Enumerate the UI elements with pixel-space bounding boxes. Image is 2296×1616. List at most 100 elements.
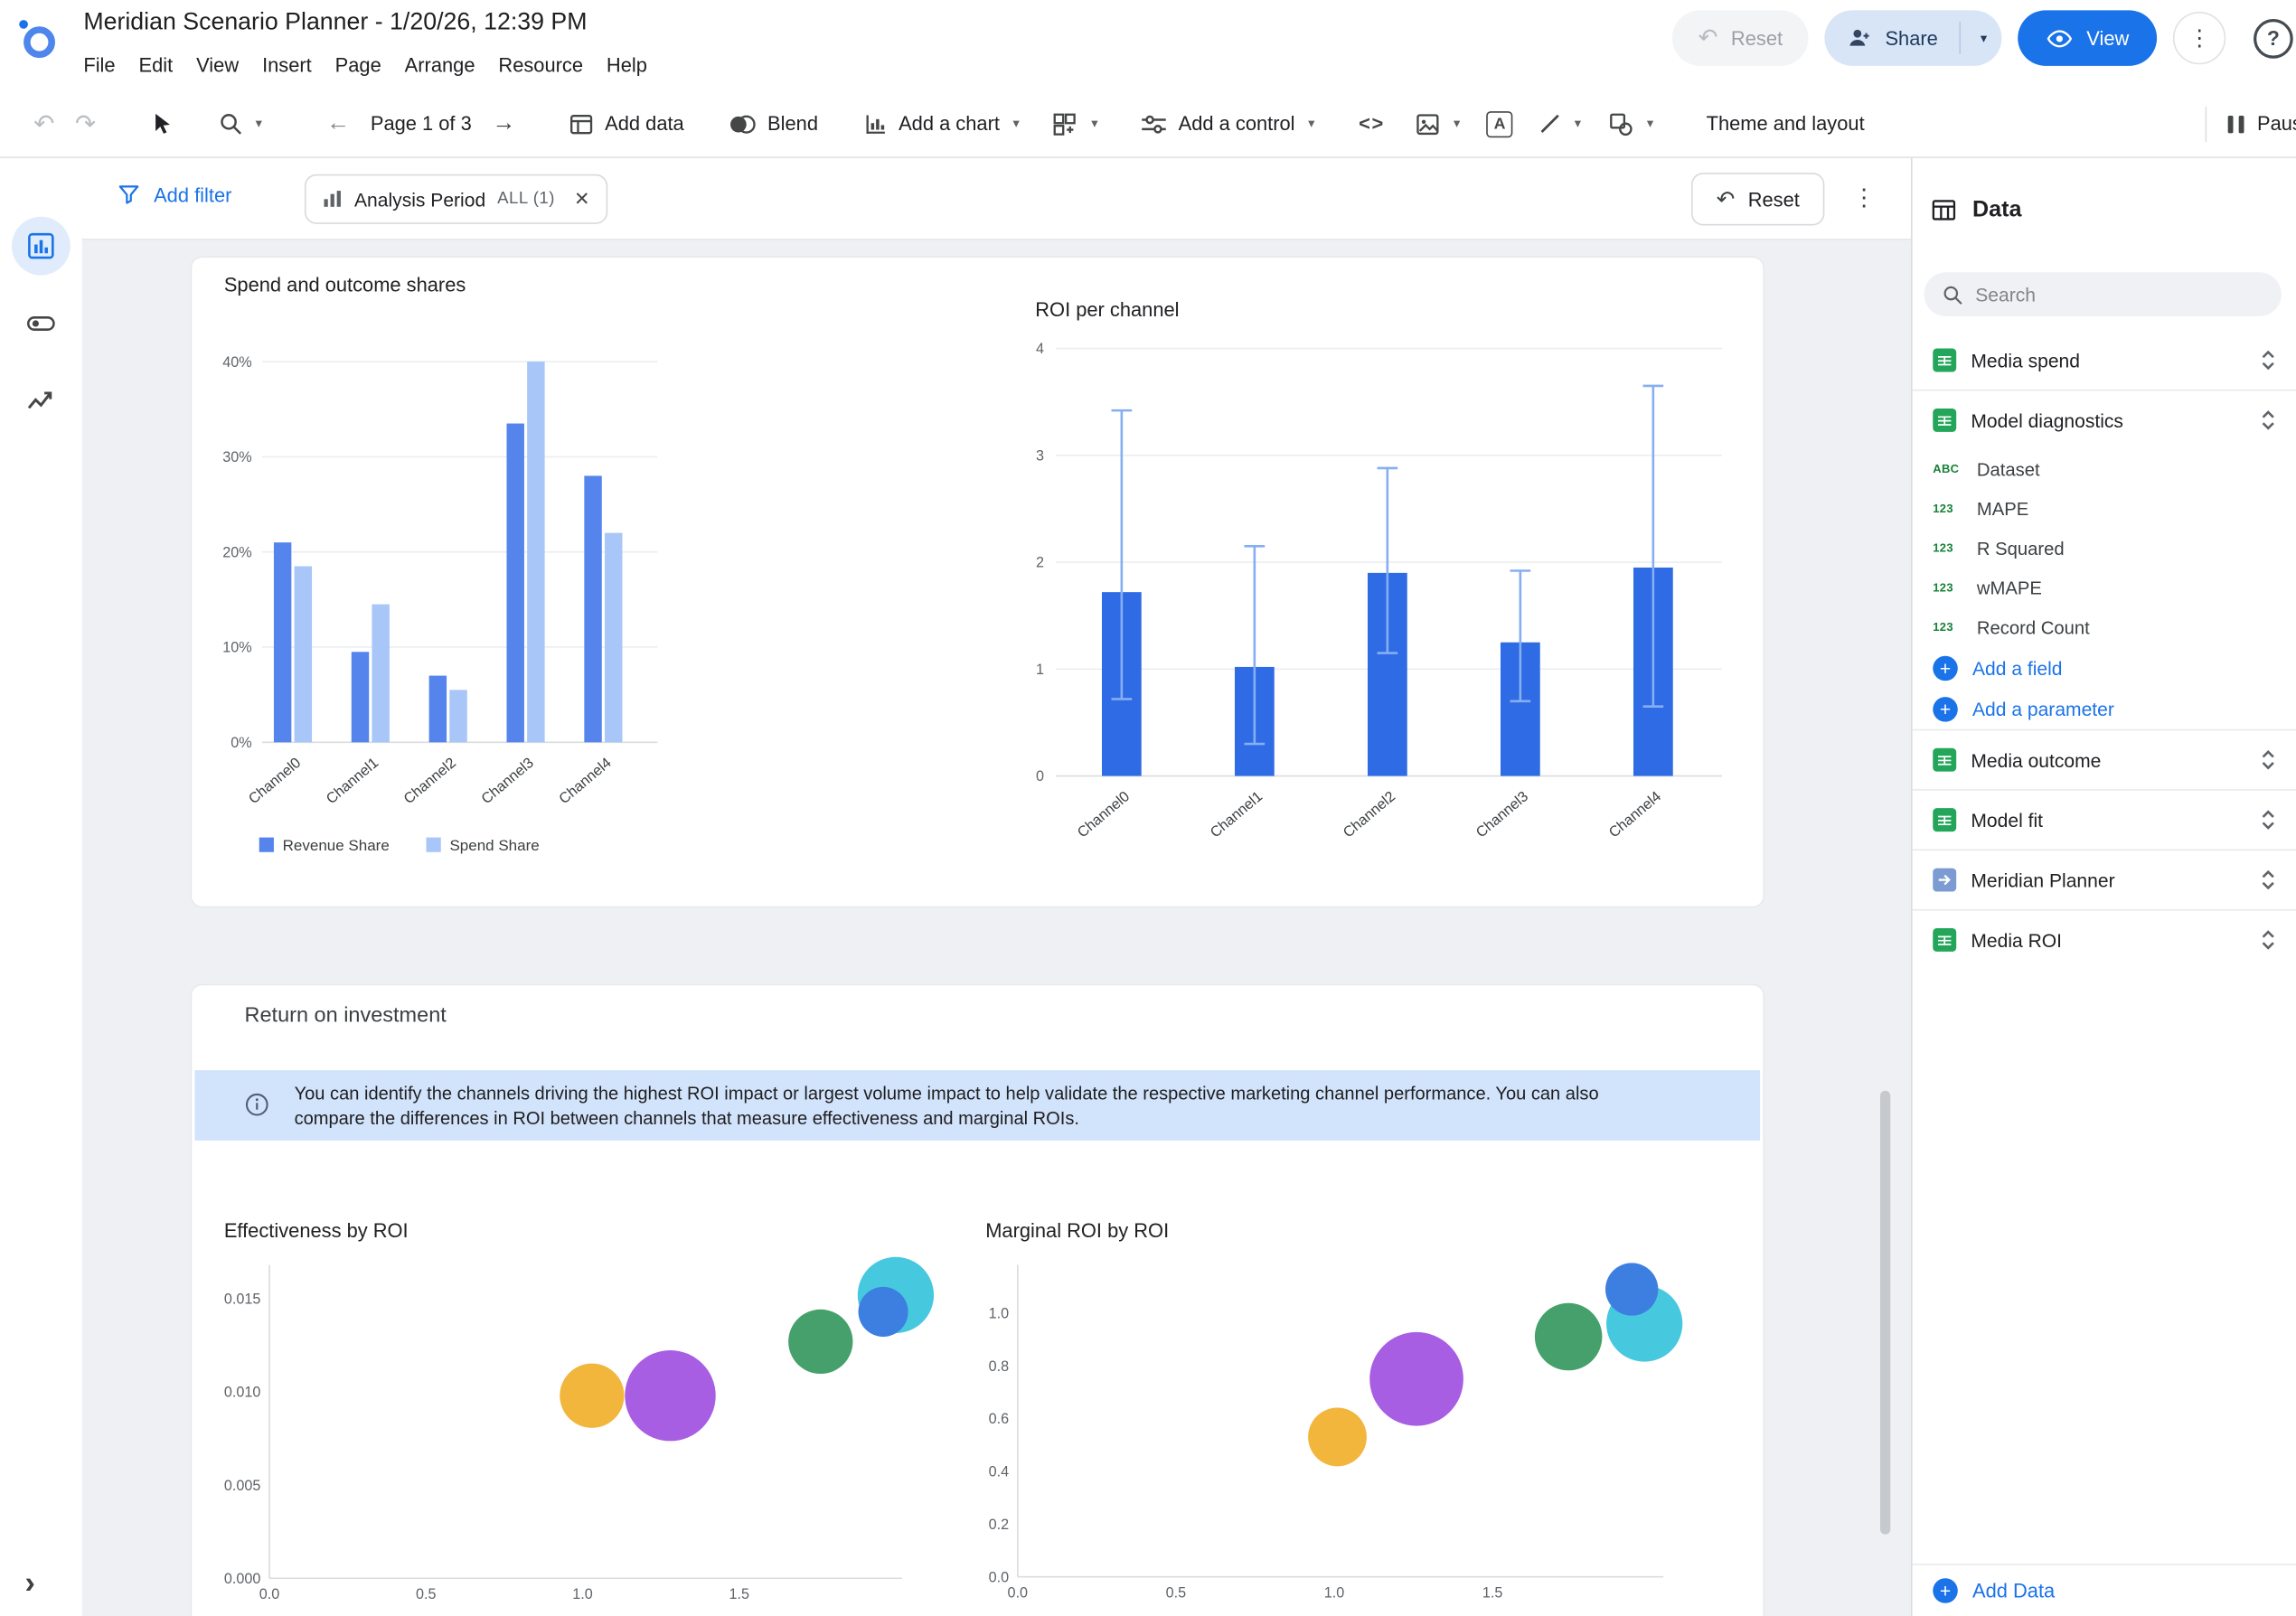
expand-collapse-icon[interactable] <box>2258 748 2279 772</box>
undo-button[interactable]: ↶ <box>33 108 55 137</box>
add-a-field-button[interactable]: + Add a field <box>1913 647 2296 688</box>
chart-title-roi-per-channel: ROI per channel <box>1035 298 1180 321</box>
menu-edit[interactable]: Edit <box>138 53 174 77</box>
add-control-button[interactable]: Add a control ▾ <box>1129 103 1325 144</box>
document-title[interactable]: Meridian Scenario Planner - 1/20/26, 12:… <box>83 8 588 35</box>
menu-insert[interactable]: Insert <box>262 53 312 77</box>
rail-trends-button[interactable] <box>12 371 71 430</box>
field-wmape[interactable]: 123 wMAPE <box>1913 568 2296 608</box>
svg-text:1: 1 <box>1036 662 1044 678</box>
menu-page[interactable]: Page <box>334 53 381 77</box>
svg-text:30%: 30% <box>222 449 251 465</box>
field-dataset[interactable]: ABC Dataset <box>1913 449 2296 489</box>
select-tool-button[interactable] <box>138 104 183 144</box>
community-viz-button[interactable]: ▾ <box>1041 103 1108 144</box>
field-type-icon: 123 <box>1933 541 1953 555</box>
share-dropdown-caret[interactable]: ▾ <box>1980 30 1988 45</box>
toggle-icon <box>26 316 55 331</box>
filter-bar-more-button[interactable]: ⋮ <box>1852 185 1877 211</box>
svg-text:1.0: 1.0 <box>572 1586 593 1602</box>
expand-collapse-icon[interactable] <box>2258 409 2279 432</box>
looker-studio-logo[interactable] <box>14 16 59 61</box>
add-chart-icon <box>865 114 885 134</box>
image-icon <box>1416 113 1438 135</box>
menu-arrange[interactable]: Arrange <box>404 53 475 77</box>
view-button[interactable]: View <box>2018 10 2158 66</box>
zoom-caret-icon: ▾ <box>255 115 263 131</box>
source-label: Media spend <box>1971 349 2080 371</box>
add-control-label: Add a control <box>1178 112 1295 136</box>
rail-controls-button[interactable] <box>12 295 71 353</box>
theme-layout-button[interactable]: Theme and layout <box>1706 112 1865 136</box>
svg-text:0.005: 0.005 <box>224 1478 261 1494</box>
add-filter-button[interactable]: Add filter <box>118 183 232 206</box>
canvas-reset-button[interactable]: ↶ Reset <box>1691 173 1825 226</box>
rail-report-button[interactable] <box>11 216 71 276</box>
data-source-media-roi[interactable]: Media ROI <box>1913 911 2296 970</box>
add-a-parameter-button[interactable]: + Add a parameter <box>1913 688 2296 728</box>
next-page-button[interactable]: → <box>492 110 516 136</box>
page-indicator[interactable]: Page 1 of 3 <box>370 112 472 136</box>
menu-resource[interactable]: Resource <box>498 53 583 77</box>
add-data-icon <box>570 114 593 134</box>
add-data-button[interactable]: Add data <box>558 103 694 144</box>
zoom-tool-button[interactable]: ▾ <box>207 104 272 144</box>
svg-text:0.4: 0.4 <box>989 1464 1010 1480</box>
share-button[interactable]: Share ▾ <box>1825 10 2002 66</box>
grouped-bar-svg: 0% 10% 20% 30% 40% Channel0 Channel1 Channel2 Ch… <box>222 354 658 854</box>
more-options-button[interactable]: ⋮ <box>2172 11 2226 65</box>
divider <box>1912 389 2296 391</box>
divider <box>1912 789 2296 791</box>
add-chart-button[interactable]: Add a chart ▾ <box>852 103 1030 144</box>
chip-close-icon[interactable]: ✕ <box>574 187 590 210</box>
analysis-period-filter-chip[interactable]: Analysis Period ALL (1) ✕ <box>304 174 608 224</box>
redo-button[interactable]: ↷ <box>75 108 97 137</box>
source-list: Media spend Model diagnostics ABC Dataset 12… <box>1912 331 2296 970</box>
svg-text:1.5: 1.5 <box>1482 1584 1503 1601</box>
spend-outcome-shares-chart[interactable]: 0% 10% 20% 30% 40% Channel0 Channel1 Channel2 Ch… <box>218 322 891 900</box>
expand-panel-button[interactable]: › <box>24 1566 35 1601</box>
data-source-media-spend[interactable]: Media spend <box>1913 331 2296 390</box>
shape-tool-button[interactable]: ▾ <box>1597 103 1664 144</box>
data-source-model-diagnostics[interactable]: Model diagnostics <box>1913 391 2296 450</box>
shape-caret-icon: ▾ <box>1646 115 1654 131</box>
data-source-model-fit[interactable]: Model fit <box>1913 791 2296 850</box>
menu-view[interactable]: View <box>196 53 240 77</box>
trend-icon <box>27 391 52 409</box>
info-banner: You can identify the channels driving th… <box>194 1070 1761 1141</box>
svg-text:1.0: 1.0 <box>1324 1584 1345 1601</box>
field-r-squared[interactable]: 123 R Squared <box>1913 529 2296 568</box>
expand-collapse-icon[interactable] <box>2258 869 2279 892</box>
menu-help[interactable]: Help <box>606 53 647 77</box>
expand-collapse-icon[interactable] <box>2258 808 2279 831</box>
expand-collapse-icon[interactable] <box>2258 349 2279 372</box>
field-label: MAPE <box>1976 498 2029 520</box>
reset-button[interactable]: ↶ Reset <box>1671 10 1810 66</box>
expand-collapse-icon[interactable] <box>2258 928 2279 952</box>
add-data-footer-button[interactable]: + Add Data <box>1912 1564 2296 1616</box>
line-tool-button[interactable]: ▾ <box>1529 106 1591 142</box>
data-search-input[interactable] <box>1975 283 2264 305</box>
text-tool-button[interactable]: A <box>1476 103 1523 144</box>
section-title: Return on investment <box>244 1004 447 1029</box>
embed-code-button[interactable]: <> <box>1359 112 1385 136</box>
source-label: Media ROI <box>1971 928 2063 952</box>
marginal-roi-by-roi-chart[interactable]: 0.0 0.2 0.4 0.6 0.8 1.0 0.0 0.5 1.0 1.5 <box>983 1256 1686 1616</box>
add-control-icon <box>1141 114 1166 133</box>
add-filter-label: Add filter <box>154 183 232 206</box>
pause-updates-button[interactable]: Pause u <box>2216 105 2296 143</box>
help-button[interactable]: ? <box>2254 18 2293 58</box>
image-tool-button[interactable]: ▾ <box>1404 103 1471 144</box>
blend-button[interactable]: Blend <box>718 105 828 143</box>
data-source-media-outcome[interactable]: Media outcome <box>1913 730 2296 789</box>
roi-per-channel-chart[interactable]: 0 1 2 3 4 Channel0 Channel1 Channel2 Channel3 Cha… <box>1000 340 1761 897</box>
data-source-meridian-planner[interactable]: Meridian Planner <box>1913 850 2296 909</box>
field-mape[interactable]: 123 MAPE <box>1913 489 2296 529</box>
prev-page-button[interactable]: ← <box>326 110 351 136</box>
menu-file[interactable]: File <box>83 53 116 77</box>
field-record-count[interactable]: 123 Record Count <box>1913 607 2296 647</box>
effectiveness-by-roi-chart[interactable]: 0.000 0.005 0.010 0.015 0.0 0.5 1.0 1.5 <box>221 1256 935 1616</box>
canvas-scrollbar[interactable] <box>1879 1090 1891 1535</box>
data-search-box[interactable] <box>1924 272 2282 316</box>
